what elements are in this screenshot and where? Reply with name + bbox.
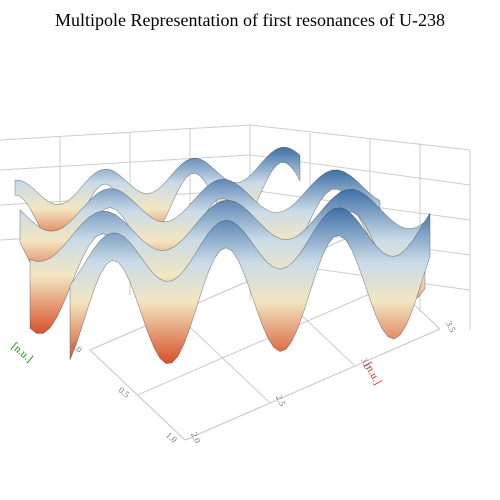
surface-ridge xyxy=(69,207,431,364)
surface-ridge xyxy=(14,146,301,250)
grid-line xyxy=(184,328,441,441)
surface xyxy=(14,146,431,364)
grid-line xyxy=(137,283,393,396)
grid-line xyxy=(174,312,271,404)
y-tick-label: 3.5 xyxy=(444,319,458,334)
y-tick-label: 2.0 xyxy=(189,430,203,445)
grid-line xyxy=(89,349,186,441)
y-tick-label: 3.0 xyxy=(359,356,373,371)
y-tick-label: 2.5 xyxy=(274,393,288,408)
chart-title: Multipole Representation of first resona… xyxy=(55,10,445,30)
x-axis-label: [n.u.] xyxy=(9,340,35,365)
